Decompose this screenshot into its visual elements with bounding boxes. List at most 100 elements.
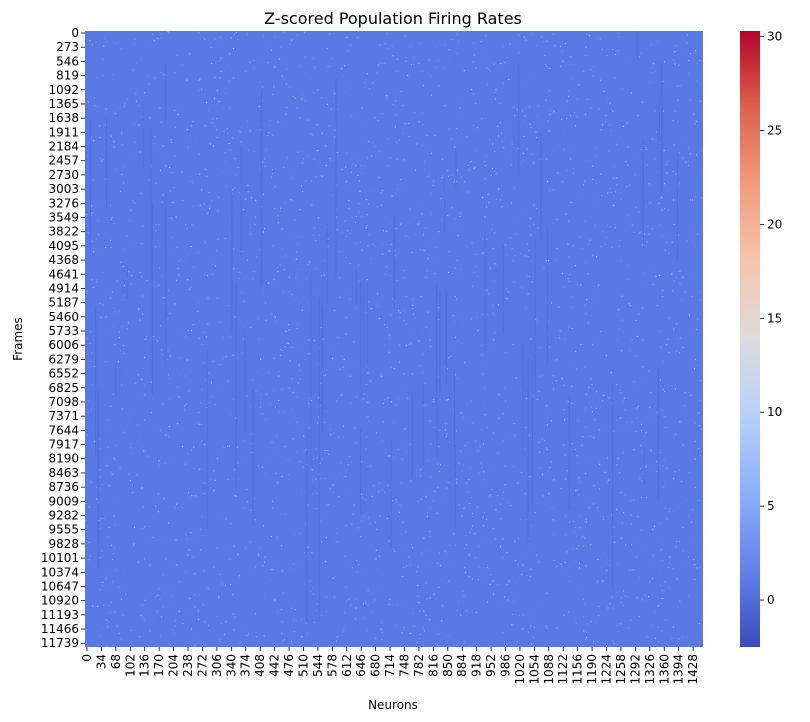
y-tick-label: 6825	[48, 381, 79, 395]
y-tick-label: 1638	[48, 111, 79, 125]
x-tick-label: 0	[80, 654, 94, 662]
heatmap-stripes	[90, 31, 699, 624]
y-tick-label: 7371	[48, 409, 79, 423]
y-tick-label: 819	[56, 69, 79, 83]
x-tick-label: 170	[152, 654, 166, 677]
y-tick-label: 0	[71, 26, 79, 40]
colorbar-tick-label: 15	[767, 311, 782, 325]
y-tick-label: 6279	[48, 352, 79, 366]
y-tick-label: 6552	[48, 367, 79, 381]
x-tick-label: 510	[296, 654, 310, 677]
x-tick-label: 1292	[628, 654, 642, 685]
x-tick-label: 612	[340, 654, 354, 677]
x-tick-label: 918	[470, 654, 484, 677]
x-tick-label: 578	[325, 654, 339, 677]
x-tick-label: 1190	[585, 654, 599, 685]
y-tick-label: 6006	[48, 338, 79, 352]
x-tick-label: 1156	[571, 654, 585, 685]
y-tick-label: 10101	[41, 551, 79, 565]
y-tick-label: 3822	[48, 225, 79, 239]
colorbar-tick-label: 10	[767, 405, 782, 419]
y-tick-label: 4095	[48, 239, 79, 253]
x-tick-label: 782	[412, 654, 426, 677]
y-tick-label: 9828	[48, 537, 79, 551]
y-tick-label: 8736	[48, 480, 79, 494]
x-axis: 0 34 68 102 136 170 204 238 272 306 340 374 408 442 47…	[80, 647, 700, 685]
x-tick-label: 204	[167, 654, 181, 677]
y-tick-label: 2730	[48, 168, 79, 182]
x-tick-label: 34	[94, 654, 108, 669]
colorbar	[740, 31, 760, 647]
y-tick-label: 3549	[48, 210, 79, 224]
y-tick-label: 11739	[41, 636, 79, 650]
x-tick-label: 1122	[556, 654, 570, 685]
y-tick-label: 8190	[48, 452, 79, 466]
x-tick-label: 986	[499, 654, 513, 677]
y-tick-label: 10647	[41, 579, 79, 593]
y-tick-label: 4368	[48, 253, 79, 267]
x-tick-label: 952	[484, 654, 498, 677]
x-tick-label: 374	[239, 654, 253, 677]
x-tick-label: 1020	[513, 654, 527, 685]
colorbar-tick-label: 0	[767, 593, 775, 607]
x-tick-label: 68	[109, 654, 123, 669]
x-tick-label: 1088	[542, 654, 556, 685]
x-tick-label: 306	[210, 654, 224, 677]
x-tick-label: 816	[426, 654, 440, 677]
x-tick-label: 850	[441, 654, 455, 677]
chart-title: Z-scored Population Firing Rates	[264, 9, 522, 28]
x-tick-label: 884	[455, 654, 469, 677]
y-tick-label: 8463	[48, 466, 79, 480]
y-tick-label: 7917	[48, 438, 79, 452]
y-axis: 0273546819109213651638191121842457273030…	[41, 26, 85, 650]
x-tick-label: 1326	[643, 654, 657, 685]
y-tick-label: 546	[56, 54, 79, 68]
y-tick-label: 3003	[48, 182, 79, 196]
y-tick-label: 3276	[48, 196, 79, 210]
x-tick-label: 408	[253, 654, 267, 677]
x-tick-label: 272	[195, 654, 209, 677]
y-tick-label: 2184	[48, 140, 79, 154]
colorbar-tick-label: 30	[767, 30, 782, 44]
colorbar-tick-label: 20	[767, 217, 782, 231]
heatmap-cells	[85, 31, 703, 647]
x-tick-label: 238	[181, 654, 195, 677]
x-tick-label: 714	[383, 654, 397, 677]
y-tick-label: 11466	[41, 622, 79, 636]
x-tick-label: 1224	[600, 654, 614, 685]
colorbar-axis: 0 5 10 15 20 25 30	[760, 30, 782, 607]
y-tick-label: 7644	[48, 423, 79, 437]
x-tick-label: 646	[354, 654, 368, 677]
x-tick-label: 748	[397, 654, 411, 677]
x-tick-label: 136	[138, 654, 152, 677]
y-tick-label: 9555	[48, 523, 79, 537]
y-tick-label: 5460	[48, 310, 79, 324]
y-tick-label: 5187	[48, 296, 79, 310]
x-tick-label: 442	[268, 654, 282, 677]
y-tick-label: 9282	[48, 509, 79, 523]
y-tick-label: 1092	[48, 83, 79, 97]
y-tick-label: 273	[56, 40, 79, 54]
y-tick-label: 10374	[41, 565, 79, 579]
x-tick-label: 1428	[686, 654, 700, 685]
x-tick-label: 476	[282, 654, 296, 677]
x-tick-label: 1258	[614, 654, 628, 685]
y-axis-label: Frames	[11, 317, 25, 361]
y-tick-label: 9009	[48, 494, 79, 508]
x-tick-label: 544	[311, 654, 325, 677]
x-tick-label: 680	[369, 654, 383, 677]
y-tick-label: 5733	[48, 324, 79, 338]
x-tick-label: 1360	[657, 654, 671, 685]
colorbar-tick-label: 25	[767, 124, 782, 138]
x-tick-label: 102	[123, 654, 137, 677]
heatmap-area	[85, 31, 703, 647]
colorbar-tick-label: 5	[767, 499, 775, 513]
y-tick-label: 10920	[41, 594, 79, 608]
x-tick-label: 1054	[527, 654, 541, 685]
y-tick-label: 4914	[48, 281, 79, 295]
x-tick-label: 340	[224, 654, 238, 677]
y-tick-label: 11193	[41, 608, 79, 622]
y-tick-label: 4641	[48, 267, 79, 281]
x-tick-label: 1394	[672, 654, 686, 685]
